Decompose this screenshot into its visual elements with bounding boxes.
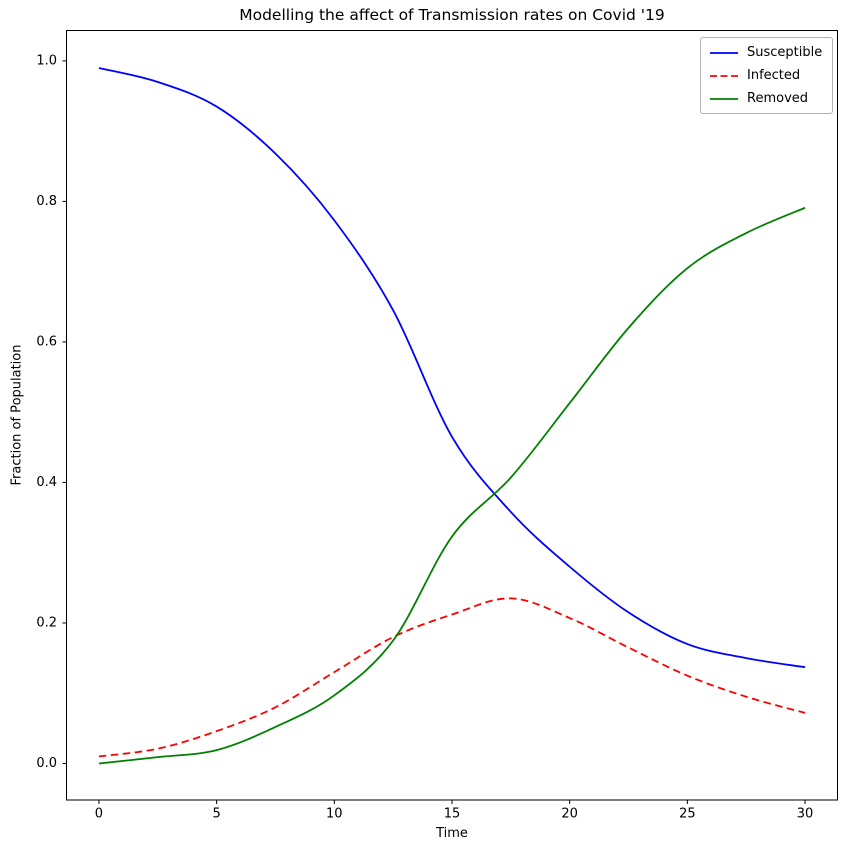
legend-item-removed: Removed (710, 92, 826, 105)
x-tick-label: 20 (561, 807, 578, 822)
series-line-removed (98, 206, 806, 765)
y-tick-label: 0.6 (36, 334, 57, 349)
axes-frame (66, 30, 838, 801)
legend-item-susceptible: Susceptible (710, 46, 826, 59)
y-tick-label: 0.0 (36, 756, 57, 771)
legend-item-infected: Infected (710, 69, 826, 82)
chart-title: Modelling the affect of Transmission rat… (239, 6, 665, 24)
x-axis-label: Time (436, 826, 468, 841)
legend-line-sample (710, 74, 738, 77)
legend-line-sample (710, 97, 738, 100)
x-tick-label: 15 (444, 807, 461, 822)
x-tick-label: 5 (212, 807, 220, 822)
y-tick-label: 0.4 (36, 475, 57, 490)
legend-label: Infected (747, 68, 801, 83)
y-tick-label: 1.0 (36, 53, 57, 68)
legend-label: Removed (747, 91, 809, 106)
legend-line-sample (710, 51, 738, 54)
x-tick-label: 10 (326, 807, 343, 822)
x-tick-label: 25 (679, 807, 696, 822)
series-line-infected (98, 597, 806, 758)
y-tick-label: 0.8 (36, 194, 57, 209)
series-line-susceptible (98, 67, 806, 669)
y-tick-label: 0.2 (36, 615, 57, 630)
legend-label: Susceptible (747, 45, 823, 60)
x-tick-label: 30 (797, 807, 814, 822)
legend: Susceptible Infected Removed (700, 37, 833, 114)
x-tick-label: 0 (95, 807, 103, 822)
